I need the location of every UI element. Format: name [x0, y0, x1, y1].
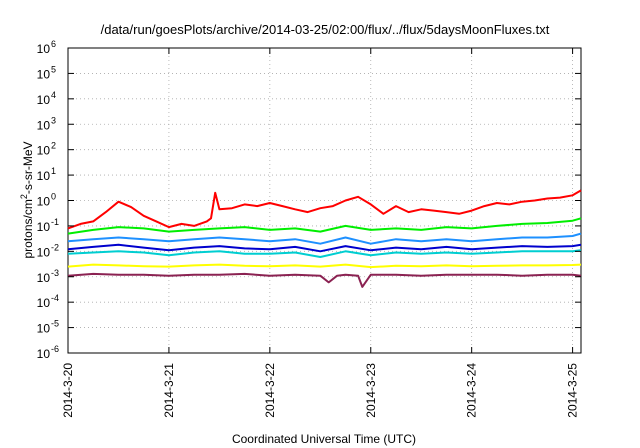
y-tick-exponent: -5 — [51, 319, 59, 329]
x-tick-label: 2014-3-25 — [566, 363, 580, 418]
series-line-5 — [67, 249, 582, 258]
y-tick-exponent: 3 — [51, 115, 56, 125]
chart-title: /data/run/goesPlots/archive/2014-03-25/0… — [101, 22, 550, 37]
y-tick-exponent: 0 — [51, 192, 56, 202]
x-axis-label: Coordinated Universal Time (UTC) — [232, 432, 416, 446]
y-tick-exponent: 4 — [51, 90, 56, 100]
y-tick-label: 10-2 — [37, 242, 59, 259]
x-tick-label: 2014-3-22 — [263, 363, 277, 418]
y-tick-exponent: 6 — [51, 39, 56, 49]
x-tick-label: 2014-3-23 — [364, 363, 378, 418]
x-tick-label: 2014-3-24 — [465, 363, 479, 418]
y-tick-label: 10-1 — [37, 217, 59, 234]
x-tick-label: 2014-3-20 — [61, 363, 75, 418]
x-axis-ticks: 2014-3-20 2014-3-21 2014-3-22 2014-3-23 2014… — [61, 48, 580, 418]
y-tick-exponent: 5 — [51, 64, 56, 74]
series-line-7 — [67, 272, 582, 288]
y-tick-exponent: 1 — [51, 166, 56, 176]
y-tick-exponent: -4 — [51, 293, 59, 303]
y-tick-label: 102 — [37, 141, 56, 158]
y-tick-label: 10-6 — [37, 344, 59, 361]
y-tick-exponent: -6 — [51, 344, 59, 354]
y-tick-exponent: 2 — [51, 141, 56, 151]
y-tick-label: 103 — [37, 115, 56, 132]
series-line-1 — [67, 189, 582, 230]
y-axis-label: protons/cm2-s-sr-MeV — [19, 141, 35, 258]
series-line-6 — [67, 263, 582, 269]
series-line-3 — [67, 232, 582, 245]
y-tick-label: 10-4 — [37, 293, 59, 310]
y-axis-ticks: 10-610-510-410-310-210-11001011021031041… — [37, 39, 581, 361]
x-tick-label: 2014-3-21 — [162, 363, 176, 418]
series-line-4 — [67, 243, 582, 253]
y-tick-label: 100 — [37, 192, 56, 209]
y-tick-label: 101 — [37, 166, 56, 183]
series-line-2 — [67, 217, 582, 235]
y-axis-label-suffix: -s-sr-MeV — [21, 141, 35, 194]
grid-lines — [68, 48, 581, 353]
y-tick-label: 104 — [37, 90, 56, 107]
y-axis-label-sup: 2 — [19, 194, 29, 199]
y-tick-exponent: -2 — [51, 242, 59, 252]
y-tick-exponent: -1 — [51, 217, 59, 227]
y-tick-label: 10-5 — [37, 319, 59, 336]
y-tick-label: 106 — [37, 39, 56, 56]
y-tick-exponent: -3 — [51, 268, 59, 278]
series-group — [67, 189, 582, 288]
y-axis-label-prefix: protons/cm — [21, 199, 35, 258]
y-tick-label: 10-3 — [37, 268, 59, 285]
y-tick-label: 105 — [37, 64, 56, 81]
